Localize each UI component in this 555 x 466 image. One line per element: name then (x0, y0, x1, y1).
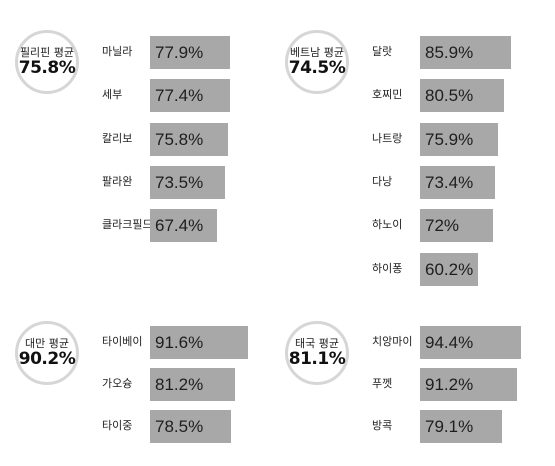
philippines-bar (150, 122, 228, 156)
thailand-value-label: 94.4% (425, 333, 474, 352)
taiwan-value-label: 81.2% (155, 375, 204, 394)
vietnam-city-label: 다낭 (372, 174, 393, 188)
thailand-bar (420, 326, 521, 359)
vietnam-average-label: 베트남 평균 (289, 46, 345, 59)
vietnam-bar (420, 209, 493, 243)
vietnam-city-label: 하노이 (372, 218, 403, 232)
philippines-value-label: 73.5% (155, 172, 204, 192)
thailand-average-badge: 태국 평균 81.1% (285, 321, 349, 385)
vietnam-bar (420, 252, 478, 286)
vietnam-value-label: 80.5% (425, 86, 474, 106)
thailand-bar (420, 410, 502, 443)
philippines-bar (150, 79, 230, 113)
philippines-average-value: 75.8% (18, 58, 76, 78)
philippines-bar (150, 209, 217, 243)
philippines-city-label: 칼리보 (102, 131, 133, 145)
vietnam-average-value: 74.5% (288, 58, 346, 78)
taiwan-average-badge: 대만 평균 90.2% (15, 321, 79, 385)
thailand-average-label: 태국 평균 (295, 337, 339, 350)
vietnam-bar (420, 36, 511, 69)
thailand-value-label: 79.1% (425, 417, 474, 436)
taiwan-average-label: 대만 평균 (25, 337, 69, 350)
vietnam-value-label: 73.4% (425, 172, 474, 192)
philippines-city-label: 세부 (102, 88, 123, 102)
vietnam-city-label: 호찌민 (372, 88, 403, 102)
philippines-city-label: 마닐라 (102, 45, 133, 58)
philippines-bar (150, 36, 230, 69)
thailand-city-label: 치앙마이 (372, 335, 413, 348)
philippines-value-label: 77.9% (155, 43, 204, 62)
philippines-city-label: 클라크필드 (102, 218, 153, 232)
thailand-average-value: 81.1% (288, 349, 346, 369)
thailand-bar (420, 368, 517, 401)
philippines-bar (150, 165, 225, 199)
taiwan-city-label: 가오슝 (102, 377, 133, 390)
taiwan-value-label: 78.5% (155, 417, 204, 436)
vietnam-value-label: 60.2% (425, 259, 474, 279)
taiwan-city-label: 타이베이 (102, 335, 143, 348)
thailand-city-label: 푸껫 (372, 377, 393, 390)
taiwan-city-label: 타이중 (102, 419, 133, 432)
philippines-average-label: 필리핀 평균 (19, 46, 75, 59)
vietnam-average-badge: 베트남 평균 74.5% (285, 30, 349, 94)
vietnam-bar (420, 122, 498, 156)
vietnam-bar (420, 79, 504, 113)
thailand-value-label: 91.2% (425, 375, 474, 394)
vietnam-city-label: 나트랑 (372, 131, 403, 145)
philippines-average-badge: 필리핀 평균 75.8% (15, 30, 79, 94)
taiwan-average-value: 90.2% (18, 349, 76, 369)
taiwan-bar (150, 368, 235, 401)
taiwan-bar (150, 410, 231, 443)
vietnam-city-label: 하이퐁 (372, 261, 403, 275)
philippines-value-label: 75.8% (155, 129, 204, 149)
taiwan-value-label: 91.6% (155, 333, 204, 352)
philippines-value-label: 67.4% (155, 216, 204, 236)
taiwan-bar (150, 326, 248, 359)
philippines-city-label: 팔라완 (102, 174, 133, 188)
thailand-city-label: 방콕 (372, 419, 393, 432)
vietnam-value-label: 75.9% (425, 129, 474, 149)
vietnam-city-label: 달랏 (372, 45, 393, 58)
vietnam-bar (420, 165, 495, 199)
vietnam-value-label: 85.9% (425, 43, 474, 62)
philippines-value-label: 77.4% (155, 86, 204, 106)
vietnam-value-label: 72% (425, 216, 460, 236)
